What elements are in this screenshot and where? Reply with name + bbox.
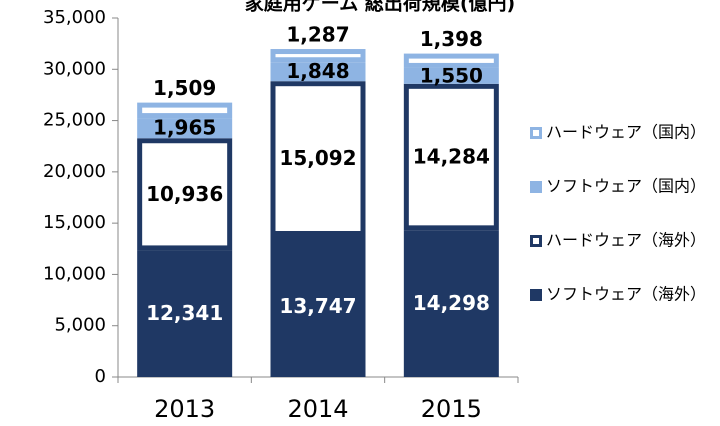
y-tick-label: 10,000 [43, 263, 106, 284]
bar-segment [137, 102, 233, 119]
legend-label: ソフトウェア（海外） [546, 285, 706, 304]
y-tick-label: 35,000 [43, 7, 106, 28]
bar-segment [270, 62, 366, 82]
data-label: 1,398 [420, 27, 483, 51]
y-tick-label: 15,000 [43, 212, 106, 233]
bar-segment [403, 230, 499, 377]
data-label: 10,936 [146, 182, 223, 206]
y-tick-label: 5,000 [54, 315, 106, 336]
bar-segment [403, 67, 499, 84]
data-label: 1,509 [153, 76, 216, 100]
y-tick-label: 25,000 [43, 110, 106, 131]
bar-segment [403, 83, 499, 231]
legend-swatch [530, 181, 542, 193]
data-label: 14,298 [413, 291, 490, 315]
data-label: 12,341 [146, 301, 223, 325]
bar-segment [137, 118, 233, 139]
y-tick-label: 20,000 [43, 161, 106, 182]
x-tick-label: 2015 [421, 395, 482, 423]
bar-segment [270, 81, 366, 236]
y-tick-label: 30,000 [43, 58, 106, 79]
legend-swatch [530, 127, 542, 139]
x-tick-label: 2013 [154, 395, 215, 423]
legend-swatch [530, 289, 542, 301]
data-label: 13,747 [279, 294, 356, 318]
legend-swatch [530, 235, 542, 247]
data-label: 15,092 [279, 146, 356, 170]
bar-segment [270, 49, 366, 63]
bar-segment [270, 235, 366, 377]
legend-label: ソフトウェア（国内） [546, 177, 706, 196]
legend-label: ハードウェア（国内） [546, 123, 706, 142]
data-label: 14,284 [413, 145, 490, 169]
bar-segment [137, 138, 233, 251]
data-label: 1,848 [286, 59, 349, 83]
data-label: 1,965 [153, 116, 216, 140]
x-tick-label: 2014 [287, 395, 348, 423]
bar-segment [137, 250, 233, 377]
y-tick-label: 0 [95, 366, 106, 387]
legend-label: ハードウェア（海外） [546, 231, 706, 250]
data-label: 1,287 [286, 23, 349, 47]
chart-title: 家庭用ゲーム 総出荷規模(億円) [245, 0, 515, 15]
bar-segment [403, 53, 499, 68]
